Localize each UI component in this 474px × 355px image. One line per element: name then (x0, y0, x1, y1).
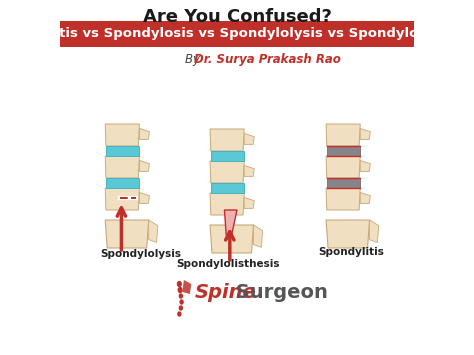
Polygon shape (139, 192, 149, 203)
Polygon shape (360, 129, 370, 140)
Polygon shape (210, 193, 244, 215)
Bar (327, 146, 360, 156)
Text: Spondylolisthesis: Spondylolisthesis (176, 259, 280, 269)
Circle shape (179, 294, 182, 298)
Bar (327, 146, 360, 156)
Bar (327, 178, 360, 188)
Bar (211, 183, 244, 193)
Polygon shape (360, 192, 370, 203)
Polygon shape (244, 165, 254, 176)
Circle shape (177, 282, 181, 286)
Bar (106, 146, 139, 156)
Polygon shape (105, 156, 139, 178)
Circle shape (179, 306, 182, 310)
Polygon shape (326, 220, 370, 248)
Polygon shape (139, 160, 149, 171)
Text: Surgeon: Surgeon (229, 284, 328, 302)
Polygon shape (326, 124, 360, 146)
Polygon shape (244, 133, 254, 144)
Polygon shape (224, 210, 237, 235)
Polygon shape (210, 129, 244, 151)
Text: Spondylolysis: Spondylolysis (101, 249, 182, 259)
Polygon shape (326, 188, 360, 210)
Polygon shape (370, 220, 379, 242)
Circle shape (178, 312, 181, 316)
Text: Spondylitis: Spondylitis (318, 247, 384, 257)
Bar (211, 151, 244, 161)
Text: Spine: Spine (194, 284, 256, 302)
Polygon shape (182, 280, 191, 294)
Text: Are You Confused?: Are You Confused? (143, 8, 331, 26)
Circle shape (178, 288, 182, 293)
Polygon shape (210, 225, 254, 253)
Polygon shape (105, 220, 149, 248)
Bar (327, 178, 360, 188)
Polygon shape (105, 188, 139, 210)
Polygon shape (139, 129, 149, 140)
Bar (106, 178, 139, 188)
Bar (60, 21, 414, 47)
Polygon shape (254, 225, 263, 247)
Polygon shape (210, 161, 244, 183)
Text: By: By (184, 54, 203, 66)
Text: Spondylitis vs Spondylosis vs Spondylolysis vs Spondylolisthesis: Spondylitis vs Spondylosis vs Spondyloly… (0, 27, 474, 40)
Text: Dr. Surya Prakash Rao: Dr. Surya Prakash Rao (194, 54, 341, 66)
Polygon shape (105, 124, 139, 146)
Polygon shape (244, 197, 254, 208)
Polygon shape (326, 156, 360, 178)
Polygon shape (149, 220, 158, 242)
Polygon shape (360, 160, 370, 171)
Circle shape (180, 300, 183, 304)
